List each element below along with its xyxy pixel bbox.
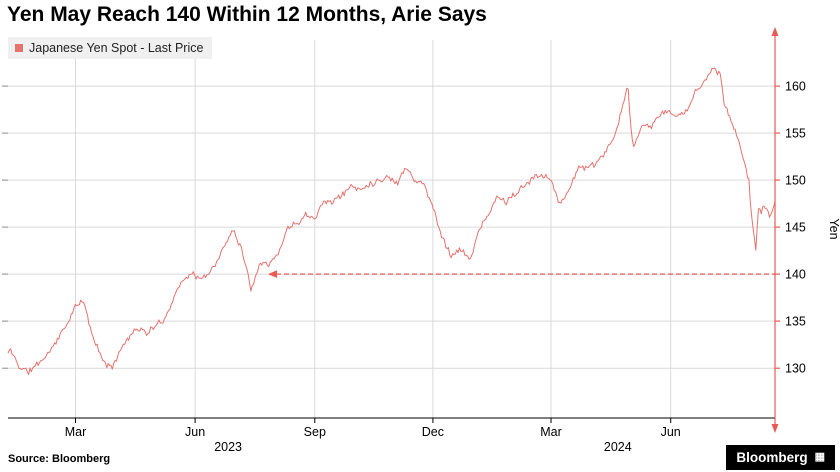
y-tick-label: 155 — [785, 127, 806, 141]
year-label: 2023 — [214, 440, 242, 454]
x-tick-label: Jun — [661, 425, 681, 439]
legend-label: Japanese Yen Spot - Last Price — [29, 41, 204, 55]
legend: Japanese Yen Spot - Last Price — [8, 37, 213, 59]
y-tick-label: 130 — [785, 362, 806, 376]
x-tick-label: Jun — [185, 425, 205, 439]
target-arrow-head — [268, 270, 277, 278]
legend-swatch — [15, 44, 23, 52]
y-tick-label: 150 — [785, 174, 806, 188]
y-axis-bottom-arrow — [771, 424, 779, 433]
y-tick-label: 140 — [785, 268, 806, 282]
y-axis-title: Yen — [827, 218, 840, 239]
price-line — [7, 67, 776, 376]
x-tick-label: Dec — [422, 425, 444, 439]
y-tick-label: 145 — [785, 221, 806, 235]
chart-title: Yen May Reach 140 Within 12 Months, Arie… — [7, 3, 487, 26]
source-note: Source: Bloomberg — [8, 453, 111, 465]
bloomberg-logo-text: Bloomberg — [736, 450, 808, 465]
y-tick-label: 135 — [785, 315, 806, 329]
year-label: 2024 — [604, 440, 632, 454]
y-axis-top-arrow — [771, 27, 779, 36]
x-tick-label: Sep — [304, 425, 326, 439]
x-tick-label: Mar — [540, 425, 562, 439]
y-tick-label: 160 — [785, 80, 806, 94]
bloomberg-logo: Bloomberg ▦ — [726, 445, 835, 470]
x-tick-label: Mar — [65, 425, 87, 439]
bloomberg-terminal-icon: ▦ — [814, 451, 825, 463]
